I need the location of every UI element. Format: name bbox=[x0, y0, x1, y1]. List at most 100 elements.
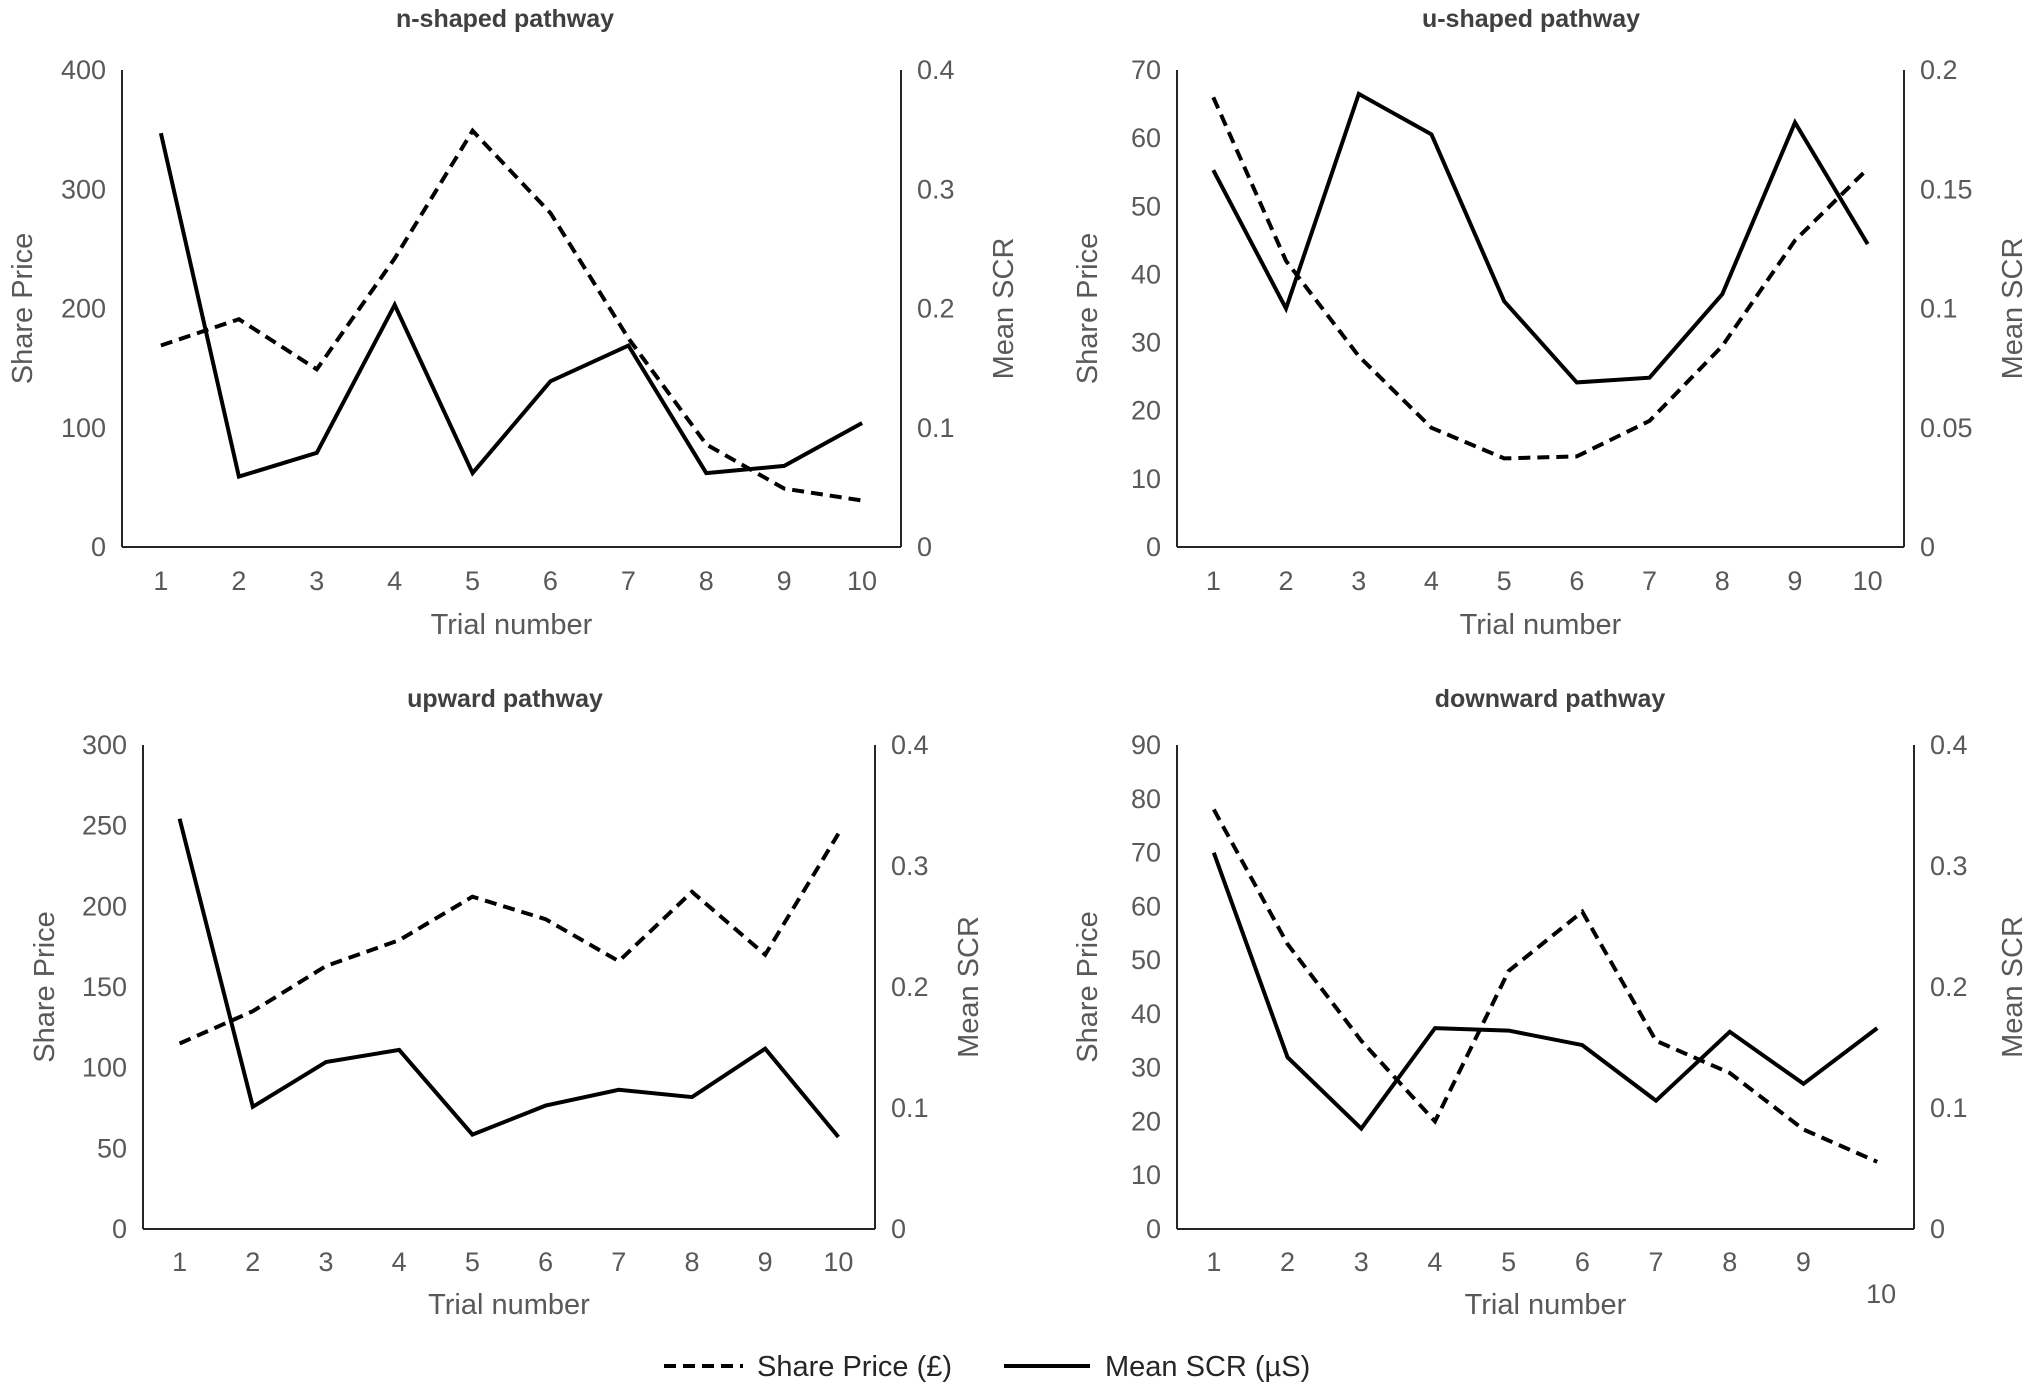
left-y-tick-label: 40 bbox=[1131, 999, 1161, 1029]
x-tick-label: 2 bbox=[245, 1247, 260, 1277]
left-y-axis-label: Share Price bbox=[29, 911, 61, 1063]
x-tick-label: 10 bbox=[823, 1247, 853, 1277]
x-tick-label: 8 bbox=[699, 566, 714, 596]
legend-label-mean-scr: Mean SCR (µS) bbox=[1105, 1351, 1310, 1383]
x-axis-label: Trial number bbox=[1465, 1289, 1627, 1321]
left-y-tick-label: 90 bbox=[1131, 730, 1161, 760]
right-y-axis-label: Mean SCR bbox=[988, 238, 1020, 380]
charts-group: n-shaped pathway010020030040000.10.20.30… bbox=[7, 5, 2029, 1321]
x-tick-label: 4 bbox=[392, 1247, 407, 1277]
right-y-tick-label: 0 bbox=[891, 1214, 906, 1244]
mean-scr-line bbox=[1211, 852, 1879, 1132]
x-tick-label: 5 bbox=[1501, 1247, 1516, 1277]
chart-title: u-shaped pathway bbox=[1422, 5, 1640, 33]
chart-3: upward pathway 0 50 100 150 200 250 300 0 0.1 0.2 0… bbox=[29, 685, 985, 1321]
chart-title: upward pathway bbox=[407, 685, 603, 713]
x-tick-label: 9 bbox=[1787, 566, 1802, 596]
right-y-tick-label: 0.4 bbox=[891, 730, 929, 760]
x-tick-label: 4 bbox=[387, 566, 402, 596]
left-y-tick-label: 50 bbox=[1131, 191, 1161, 221]
x-tick-label: 1 bbox=[1206, 1247, 1221, 1277]
x-tick-label: 3 bbox=[318, 1247, 333, 1277]
x-tick-label: 8 bbox=[684, 1247, 699, 1277]
right-y-tick-label: 0.4 bbox=[1930, 730, 1968, 760]
x-tick-label: 6 bbox=[538, 1247, 553, 1277]
x-tick-label: 5 bbox=[465, 566, 480, 596]
chart-4: downward pathway 0 10 20 30 40 50 60 70 80 90 0 0.1 0… bbox=[1072, 685, 2029, 1321]
left-y-tick-label: 0 bbox=[1146, 532, 1161, 562]
x-tick-label: 6 bbox=[543, 566, 558, 596]
right-y-tick-label: 0.2 bbox=[1920, 55, 1958, 85]
x-tick-label: 4 bbox=[1427, 1247, 1442, 1277]
left-y-tick-label: 0 bbox=[112, 1214, 127, 1244]
left-y-tick-label: 150 bbox=[82, 972, 127, 1002]
x-tick-label: 3 bbox=[1351, 566, 1366, 596]
left-y-tick-label: 10 bbox=[1131, 1160, 1161, 1190]
x-tick-label: 6 bbox=[1569, 566, 1584, 596]
left-y-tick-label: 100 bbox=[82, 1053, 127, 1083]
left-y-tick-label: 40 bbox=[1131, 259, 1161, 289]
x-tick-label: 7 bbox=[611, 1247, 626, 1277]
left-y-tick-label: 60 bbox=[1131, 891, 1161, 921]
x-tick-label: 4 bbox=[1424, 566, 1439, 596]
share-price-line bbox=[160, 127, 863, 503]
chart-2: u-shaped pathway 0 10 20 30 40 50 60 70 0 0.05 0.1 0… bbox=[1072, 5, 2029, 641]
left-y-tick-label: 300 bbox=[82, 730, 127, 760]
right-y-tick-label: 0.1 bbox=[917, 413, 955, 443]
right-y-tick-label: 0.3 bbox=[1930, 851, 1968, 881]
x-tick-label: 6 bbox=[1575, 1247, 1590, 1277]
right-y-tick-label: 0 bbox=[1920, 532, 1935, 562]
right-y-tick-label: 0 bbox=[917, 532, 932, 562]
chart-title: n-shaped pathway bbox=[396, 5, 614, 33]
right-y-axis-label: Mean SCR bbox=[1997, 916, 2029, 1058]
left-y-tick-label: 30 bbox=[1131, 1053, 1161, 1083]
mean-scr-line bbox=[177, 818, 840, 1139]
x-tick-label: 3 bbox=[309, 566, 324, 596]
left-y-tick-label: 60 bbox=[1131, 123, 1161, 153]
right-y-tick-label: 0.15 bbox=[1920, 174, 1973, 204]
share-price-line bbox=[1212, 808, 1879, 1164]
right-y-axis-label: Mean SCR bbox=[1997, 238, 2029, 380]
left-y-tick-label: 250 bbox=[82, 811, 127, 841]
left-y-tick-label: 10 bbox=[1131, 464, 1161, 494]
x-tick-label: 9 bbox=[1796, 1247, 1811, 1277]
right-y-tick-label: 0.4 bbox=[917, 55, 955, 85]
share-price-line bbox=[1211, 96, 1870, 461]
left-y-axis-label: Share Price bbox=[7, 233, 39, 385]
x-tick-label: 10 bbox=[847, 566, 877, 596]
x-tick-label: 7 bbox=[1649, 1247, 1664, 1277]
mean-scr-line bbox=[1211, 90, 1870, 385]
left-y-tick-label: 100 bbox=[61, 413, 106, 443]
right-y-tick-label: 0.1 bbox=[891, 1093, 929, 1123]
x-axis-label: Trial number bbox=[431, 609, 593, 641]
left-y-tick-label: 0 bbox=[1146, 1214, 1161, 1244]
x-tick-label: 9 bbox=[777, 566, 792, 596]
chart-1: n-shaped pathway 0 100 200 300 400 0 0.1 0.2 0.3 0… bbox=[7, 5, 1020, 641]
right-y-tick-label: 0 bbox=[1930, 1214, 1945, 1244]
right-y-tick-label: 0.3 bbox=[917, 174, 955, 204]
left-y-tick-label: 20 bbox=[1131, 396, 1161, 426]
right-y-tick-label: 0.1 bbox=[1920, 294, 1958, 324]
legend: Share Price (£) Mean SCR (µS) bbox=[664, 1351, 1310, 1383]
left-y-axis-label: Share Price bbox=[1072, 911, 1104, 1063]
right-y-tick-label: 0.2 bbox=[891, 972, 929, 1002]
x-tick-label: 3 bbox=[1354, 1247, 1369, 1277]
left-y-tick-label: 200 bbox=[82, 891, 127, 921]
share-price-line bbox=[178, 832, 841, 1046]
x-tick-label: 2 bbox=[1279, 566, 1294, 596]
right-y-tick-label: 0.2 bbox=[1930, 972, 1968, 1002]
x-tick-label: 10 bbox=[1866, 1279, 1896, 1309]
left-y-tick-label: 300 bbox=[61, 174, 106, 204]
left-y-tick-label: 200 bbox=[61, 294, 106, 324]
x-tick-label: 8 bbox=[1715, 566, 1730, 596]
x-tick-label: 1 bbox=[153, 566, 168, 596]
x-tick-label: 9 bbox=[758, 1247, 773, 1277]
x-tick-label: 10 bbox=[1853, 566, 1883, 596]
left-y-tick-label: 50 bbox=[97, 1133, 127, 1163]
right-y-tick-label: 0.05 bbox=[1920, 413, 1973, 443]
x-tick-label: 7 bbox=[1642, 566, 1657, 596]
left-y-tick-label: 70 bbox=[1131, 838, 1161, 868]
chart-title: downward pathway bbox=[1435, 685, 1666, 713]
left-y-tick-label: 400 bbox=[61, 55, 106, 85]
